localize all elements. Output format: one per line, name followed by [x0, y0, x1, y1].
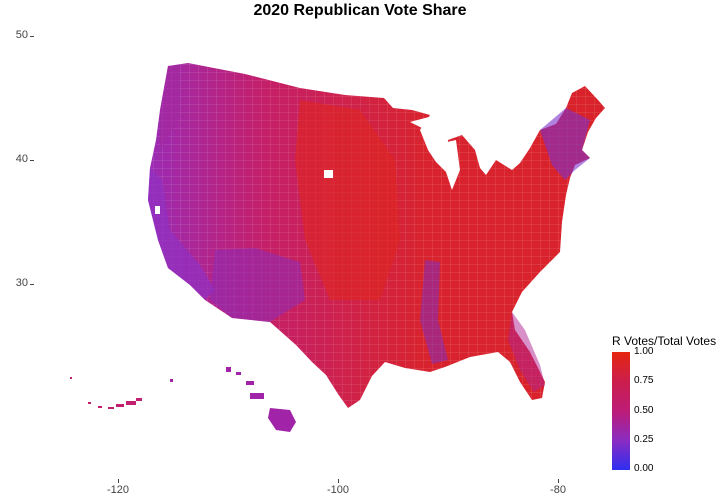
legend-tick-100 [630, 352, 633, 353]
plains-red-region [295, 100, 400, 300]
missing-county-block-2 [155, 206, 160, 214]
mississippi-purple-band [420, 260, 448, 364]
southwest-purple-region [210, 248, 305, 322]
alaska [70, 377, 142, 409]
lake-superior [410, 114, 455, 132]
y-tick-label-50: 50 [15, 29, 28, 41]
legend-label-075: 0.75 [634, 375, 654, 386]
legend-tick-075 [630, 381, 633, 382]
y-tick-mark-50 [30, 36, 34, 37]
pacific-northwest-region [160, 66, 180, 150]
legend-tick-050 [630, 411, 633, 412]
y-tick-label-40: 40 [15, 153, 28, 165]
legend-label-000: 0.00 [634, 463, 654, 474]
map-title: 2020 Republican Vote Share [253, 2, 467, 19]
west-coast-blue-region [148, 168, 215, 300]
x-tick-mark-100 [338, 479, 339, 483]
legend-title: R Votes/Total Votes [612, 334, 717, 348]
x-tick-label-80: -80 [550, 484, 566, 496]
y-tick-label-30: 30 [15, 277, 28, 289]
legend-tick-000 [630, 469, 633, 470]
legend-tick-025 [630, 440, 633, 441]
legend-label-025: 0.25 [634, 434, 654, 445]
x-tick-mark-80 [558, 479, 559, 483]
x-tick-mark-120 [118, 479, 119, 483]
y-tick-mark-40 [30, 160, 34, 161]
legend-color-bar [612, 352, 630, 470]
lake-michigan [446, 140, 460, 190]
florida-region [508, 312, 545, 392]
x-tick-label-100: -100 [326, 484, 350, 496]
legend-label-050: 0.50 [634, 405, 654, 416]
legend-label-100: 1.00 [634, 346, 654, 357]
hawaii [170, 367, 296, 432]
x-tick-label-120: -120 [106, 484, 130, 496]
y-tick-mark-30 [30, 284, 34, 285]
missing-county-block [324, 170, 333, 178]
northeast-blue-region [540, 108, 590, 180]
